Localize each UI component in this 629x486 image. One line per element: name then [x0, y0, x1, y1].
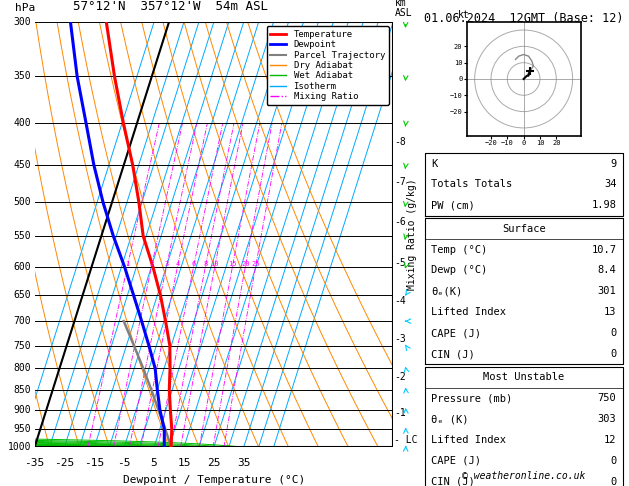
Text: km
ASL: km ASL [394, 0, 412, 17]
Text: Dewpoint / Temperature (°C): Dewpoint / Temperature (°C) [123, 475, 305, 485]
Text: Most Unstable: Most Unstable [483, 372, 564, 382]
Text: 900: 900 [13, 405, 31, 415]
Text: -7: -7 [394, 177, 406, 187]
Text: 0: 0 [610, 477, 616, 486]
Text: 10.7: 10.7 [591, 244, 616, 255]
Text: -5: -5 [118, 458, 131, 468]
Text: 10: 10 [211, 260, 219, 267]
Text: θₑ(K): θₑ(K) [431, 286, 462, 296]
Text: Temp (°C): Temp (°C) [431, 244, 487, 255]
Text: 34: 34 [604, 179, 616, 190]
Text: © weatheronline.co.uk: © weatheronline.co.uk [462, 471, 586, 481]
Text: 0: 0 [610, 456, 616, 466]
Text: - LCL: - LCL [394, 435, 424, 445]
Text: 9: 9 [610, 158, 616, 169]
Text: 600: 600 [13, 261, 31, 272]
Text: 12: 12 [604, 435, 616, 445]
Text: 25: 25 [207, 458, 221, 468]
Text: 400: 400 [13, 119, 31, 128]
Text: 5: 5 [151, 458, 157, 468]
Text: 550: 550 [13, 231, 31, 241]
Text: -1: -1 [394, 408, 406, 417]
Text: 800: 800 [13, 364, 31, 373]
Text: θₑ (K): θₑ (K) [431, 414, 469, 424]
Text: -8: -8 [394, 137, 406, 147]
Text: Mixing Ratio (g/kg): Mixing Ratio (g/kg) [407, 179, 417, 290]
Text: 01.06.2024  12GMT (Base: 12): 01.06.2024 12GMT (Base: 12) [424, 12, 623, 25]
Text: 850: 850 [13, 385, 31, 395]
Text: kt: kt [457, 10, 469, 19]
Text: 350: 350 [13, 71, 31, 81]
Text: 25: 25 [252, 260, 260, 267]
Text: -6: -6 [394, 217, 406, 227]
Text: hPa: hPa [15, 3, 35, 13]
Text: Totals Totals: Totals Totals [431, 179, 512, 190]
Text: 301: 301 [598, 286, 616, 296]
Text: 0: 0 [610, 349, 616, 359]
Text: 1.98: 1.98 [591, 200, 616, 210]
Text: -35: -35 [25, 458, 45, 468]
Text: 35: 35 [237, 458, 250, 468]
Text: 303: 303 [598, 414, 616, 424]
Text: -5: -5 [394, 258, 406, 268]
Text: K: K [431, 158, 437, 169]
Text: 1: 1 [125, 260, 130, 267]
Text: CIN (J): CIN (J) [431, 477, 475, 486]
Text: Lifted Index: Lifted Index [431, 435, 506, 445]
Text: Dewp (°C): Dewp (°C) [431, 265, 487, 276]
Text: 2: 2 [150, 260, 153, 267]
Text: 57°12'N  357°12'W  54m ASL: 57°12'N 357°12'W 54m ASL [74, 0, 269, 13]
Text: 750: 750 [13, 341, 31, 350]
Text: 6: 6 [191, 260, 196, 267]
Text: Pressure (mb): Pressure (mb) [431, 393, 512, 403]
Text: 4: 4 [175, 260, 180, 267]
Text: -2: -2 [394, 372, 406, 382]
Text: Lifted Index: Lifted Index [431, 307, 506, 317]
Text: -4: -4 [394, 296, 406, 307]
Text: -15: -15 [84, 458, 104, 468]
Text: PW (cm): PW (cm) [431, 200, 475, 210]
Text: 450: 450 [13, 160, 31, 170]
Text: CAPE (J): CAPE (J) [431, 328, 481, 338]
Text: Surface: Surface [502, 224, 545, 234]
Text: 700: 700 [13, 316, 31, 326]
Text: 0: 0 [610, 328, 616, 338]
Text: 1000: 1000 [8, 442, 31, 452]
Text: 8.4: 8.4 [598, 265, 616, 276]
Text: 650: 650 [13, 290, 31, 300]
Text: CAPE (J): CAPE (J) [431, 456, 481, 466]
Text: 15: 15 [177, 458, 191, 468]
Text: 3: 3 [164, 260, 169, 267]
Text: 750: 750 [598, 393, 616, 403]
Legend: Temperature, Dewpoint, Parcel Trajectory, Dry Adiabat, Wet Adiabat, Isotherm, Mi: Temperature, Dewpoint, Parcel Trajectory… [267, 26, 389, 104]
Text: -25: -25 [54, 458, 75, 468]
Text: 13: 13 [604, 307, 616, 317]
Text: 300: 300 [13, 17, 31, 27]
Text: 8: 8 [203, 260, 208, 267]
Text: 15: 15 [228, 260, 237, 267]
Text: 500: 500 [13, 197, 31, 208]
Text: 20: 20 [241, 260, 250, 267]
Text: 950: 950 [13, 424, 31, 434]
Text: -3: -3 [394, 334, 406, 345]
Text: CIN (J): CIN (J) [431, 349, 475, 359]
